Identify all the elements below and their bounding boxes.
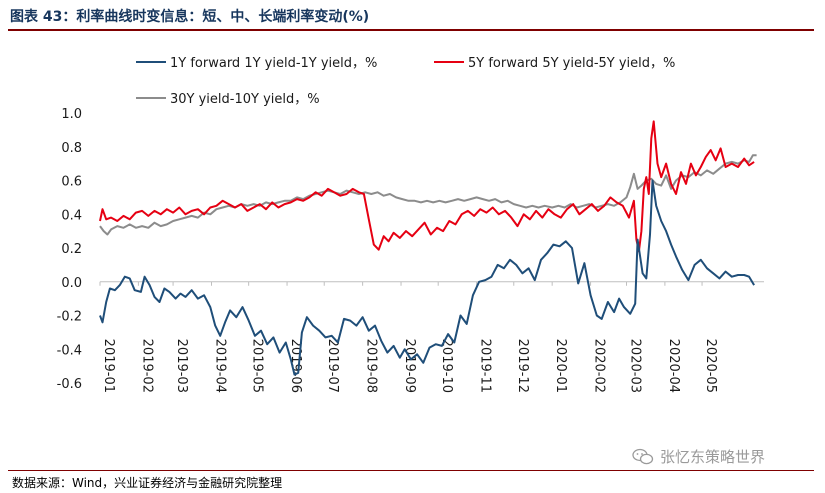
legend-label-series-1: 1Y forward 1Y yield-1Y yield，%: [170, 56, 377, 71]
series-line-2: [99, 120, 755, 253]
x-tick-label: 2019-12: [515, 339, 530, 393]
x-tick-label: 2019-11: [478, 339, 493, 393]
wechat-icon: [632, 448, 654, 464]
y-tick-label: 0.2: [61, 242, 82, 257]
y-tick-label: -0.4: [57, 343, 82, 358]
x-tick-label: 2019-01: [101, 339, 116, 393]
y-tick-label: 0.0: [61, 276, 82, 291]
legend-label-series-3: 30Y yield-10Y yield，%: [170, 92, 320, 107]
x-tick-label: 2019-10: [439, 339, 454, 393]
x-tick-label: 2020-02: [592, 339, 607, 393]
x-axis: 2019-01 2019-02 2019-03 2019-04 2019-05 2019-…: [99, 281, 718, 393]
y-tick-label: 0.8: [61, 141, 82, 156]
series-group: [99, 120, 757, 376]
y-tick-label: -0.2: [57, 310, 82, 325]
x-tick-label: 2019-08: [364, 339, 379, 393]
x-tick-label: 2020-01: [553, 339, 568, 393]
y-axis: -0.6 -0.4 -0.2 0.0 0.2 0.4 0.6 0.8 1.0: [57, 107, 82, 392]
footer-divider: [8, 470, 814, 471]
x-tick-label: 2019-05: [250, 339, 265, 393]
line-chart: 1Y forward 1Y yield-1Y yield，% 5Y forwar…: [57, 56, 764, 393]
x-tick-label: 2020-03: [627, 339, 642, 393]
y-tick-label: 0.4: [61, 208, 82, 223]
title-divider: [8, 29, 814, 31]
x-tick-label: 2019-03: [174, 339, 189, 393]
data-source-note: 数据来源：Wind，兴业证券经济与金融研究院整理: [12, 476, 283, 490]
x-tick-label: 2019-09: [402, 339, 417, 393]
y-tick-label: -0.6: [57, 377, 82, 392]
x-tick-label: 2020-05: [703, 339, 718, 393]
chart-title: 图表 43：利率曲线时变信息：短、中、长端利率变动(%): [10, 9, 370, 25]
series-line-3: [99, 154, 757, 236]
legend: 1Y forward 1Y yield-1Y yield，% 5Y forwar…: [136, 56, 675, 107]
x-tick-label: 2019-04: [212, 339, 227, 393]
watermark: 张忆东策略世界: [632, 446, 765, 467]
x-tick-label: 2019-02: [139, 339, 154, 393]
legend-label-series-2: 5Y forward 5Y yield-5Y yield，%: [468, 56, 675, 71]
x-tick-label: 2020-04: [666, 339, 681, 393]
series-line-1: [99, 179, 755, 376]
y-tick-label: 1.0: [61, 107, 82, 122]
x-tick-label: 2019-07: [325, 339, 340, 393]
watermark-text: 张忆东策略世界: [660, 448, 766, 466]
y-tick-label: 0.6: [61, 175, 82, 190]
